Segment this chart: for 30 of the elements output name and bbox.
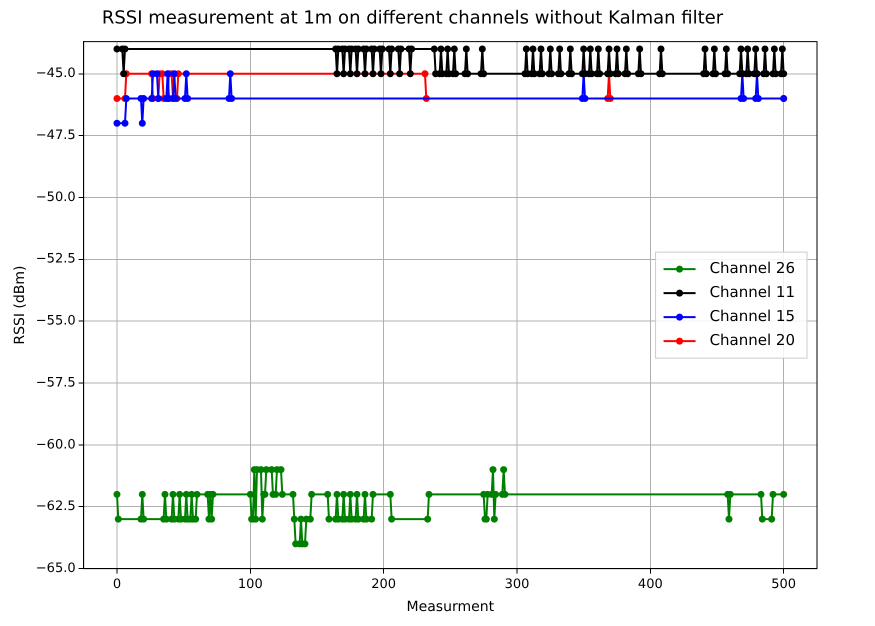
- x-tick-label: 400: [638, 576, 663, 592]
- y-tick-label: −45.0: [36, 66, 76, 82]
- legend-label: Channel 15: [710, 306, 795, 325]
- point: [138, 120, 146, 127]
- x-tick-label: 200: [371, 576, 396, 592]
- x-tick-label: 100: [238, 576, 263, 592]
- point: [421, 70, 428, 78]
- x-axis-title: Measurment: [406, 599, 495, 616]
- y-tick-label: −62.5: [36, 499, 76, 514]
- point: [113, 120, 120, 127]
- y-tick-label: −47.5: [36, 128, 76, 143]
- point: [170, 70, 178, 78]
- y-tick-label: −50.0: [36, 190, 76, 205]
- y-tick-label: −57.5: [36, 375, 76, 390]
- point: [226, 70, 234, 78]
- x-tick-label: 500: [771, 576, 796, 592]
- point: [121, 120, 128, 127]
- chart-title: RSSI measurement at 1m on different channels without Kalman filter: [102, 7, 724, 28]
- legend-label: Channel 20: [710, 330, 795, 349]
- x-tick-label: 0: [112, 576, 122, 592]
- x-tick-label: 300: [504, 576, 530, 592]
- y-tick-label: −60.0: [36, 437, 76, 452]
- y-tick-label: −52.5: [36, 252, 76, 267]
- y-axis-title: RSSI (dBm): [12, 266, 28, 345]
- y-tick-label: −55.0: [36, 314, 76, 329]
- point: [113, 95, 120, 102]
- y-tick-label: −65.0: [36, 560, 76, 576]
- point: [182, 70, 190, 78]
- legend-label: Channel 26: [710, 258, 795, 277]
- legend-label: Channel 11: [710, 282, 795, 301]
